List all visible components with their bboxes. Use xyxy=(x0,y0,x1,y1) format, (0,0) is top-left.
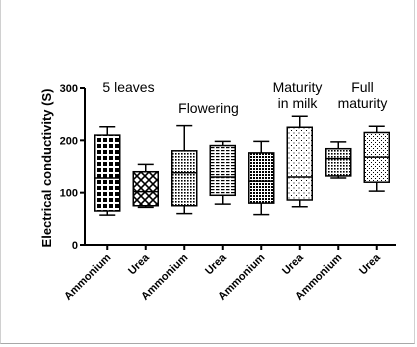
group-label: Full xyxy=(351,79,374,95)
group-label: 5 leaves xyxy=(102,79,154,95)
x-tick-label: Urea xyxy=(203,251,229,277)
x-tick-label: Urea xyxy=(126,251,152,277)
boxes xyxy=(94,115,390,216)
box-3 xyxy=(171,124,198,215)
x-tick-label: Urea xyxy=(357,251,383,277)
box-4 xyxy=(209,140,236,205)
box-1 xyxy=(94,125,121,216)
box-7 xyxy=(325,141,352,179)
y-tick-label: 300 xyxy=(60,83,78,95)
group-label: Flowering xyxy=(178,100,239,116)
axes: 0 100 200 300 xyxy=(60,83,396,252)
group-label: in milk xyxy=(278,95,319,111)
box-iqr xyxy=(286,126,313,201)
group-label: Maturity xyxy=(273,79,323,95)
box-iqr xyxy=(209,144,236,197)
box-iqr xyxy=(325,147,352,177)
box-2 xyxy=(132,163,159,209)
box-6 xyxy=(286,115,313,208)
y-tick-label: 100 xyxy=(60,188,78,200)
x-tick-label: Urea xyxy=(280,251,306,277)
box-iqr xyxy=(94,134,121,212)
box-iqr xyxy=(171,150,198,207)
group-label: maturity xyxy=(338,95,388,111)
y-tick-label: 200 xyxy=(60,135,78,147)
box-8 xyxy=(363,125,390,192)
box-iqr xyxy=(132,170,159,207)
y-tick-label: 0 xyxy=(72,240,78,252)
y-axis-label: Electrical conductivity (S) xyxy=(39,89,54,248)
box-5 xyxy=(248,140,275,216)
x-tick-label: Ammonium xyxy=(62,251,113,302)
box-iqr xyxy=(248,152,275,204)
